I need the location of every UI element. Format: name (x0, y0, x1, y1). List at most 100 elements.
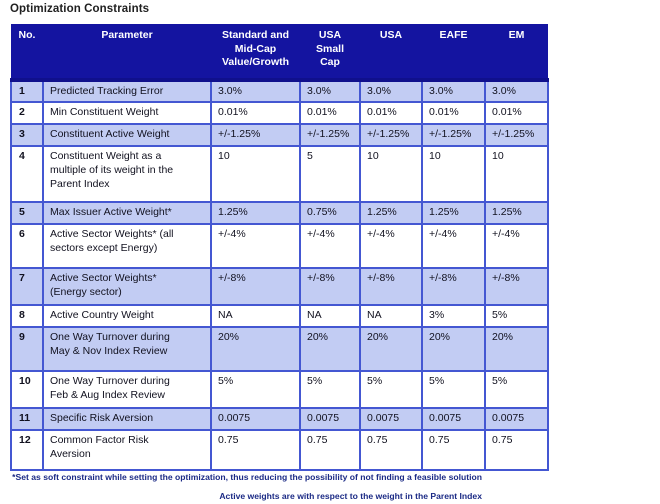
cell-parameter: Active Sector Weights* (all sectors exce… (42, 223, 212, 269)
cell-value: +/-8% (299, 267, 361, 306)
optimization-constraints-table: No. Parameter Standard and Mid-Cap Value… (10, 24, 549, 471)
table-row: 11 Specific Risk Aversion 0.0075 0.0075 0.00… (10, 407, 549, 431)
cell-no: 4 (10, 145, 44, 203)
cell-parameter: Min Constituent Weight (42, 101, 212, 125)
cell-parameter: Active Country Weight (42, 304, 212, 328)
table-row: 8 Active Country Weight NA NA NA 3% 5% (10, 304, 549, 328)
cell-value: 0.0075 (210, 407, 301, 431)
cell-value: NA (299, 304, 361, 328)
page-title: Optimization Constraints (10, 3, 150, 15)
cell-value: NA (210, 304, 301, 328)
cell-value: 5% (299, 370, 361, 409)
cell-value: 10 (359, 145, 423, 203)
cell-value: +/-8% (421, 267, 486, 306)
footnote-soft-constraint: *Set as soft constraint while setting th… (12, 472, 482, 482)
cell-value: 0.01% (421, 101, 486, 125)
cell-value: 20% (421, 326, 486, 372)
cell-value: +/-1.25% (210, 123, 301, 147)
cell-value: 0.75 (421, 429, 486, 471)
table-row: 4 Constituent Weight as a multiple of its… (10, 145, 549, 203)
cell-value: 5% (359, 370, 423, 409)
table-row: 12 Common Factor Risk Aversion 0.75 0.75 0.7… (10, 429, 549, 471)
cell-value: 10 (421, 145, 486, 203)
cell-no: 10 (10, 370, 44, 409)
cell-parameter: One Way Turnover during Feb & Aug Index … (42, 370, 212, 409)
cell-parameter: Predicted Tracking Error (42, 79, 212, 103)
table-row: 7 Active Sector Weights* (Energy sector) +… (10, 267, 549, 306)
table-row: 9 One Way Turnover during May & Nov Index… (10, 326, 549, 372)
cell-value: +/-4% (484, 223, 549, 269)
cell-value: +/-8% (359, 267, 423, 306)
cell-value: 0.01% (210, 101, 301, 125)
cell-no: 7 (10, 267, 44, 306)
cell-value: 0.75 (210, 429, 301, 471)
cell-no: 12 (10, 429, 44, 471)
col-header-no: No. (11, 24, 43, 82)
cell-value: 20% (210, 326, 301, 372)
cell-no: 3 (10, 123, 44, 147)
cell-value: +/-8% (484, 267, 549, 306)
cell-value: 1.25% (421, 201, 486, 225)
cell-value: +/-1.25% (359, 123, 423, 147)
cell-parameter: One Way Turnover during May & Nov Index … (42, 326, 212, 372)
cell-value: 0.75 (484, 429, 549, 471)
cell-value: 5% (210, 370, 301, 409)
cell-value: +/-4% (210, 223, 301, 269)
cell-value: 3.0% (210, 79, 301, 103)
col-header-standard-midcap: Standard and Mid-Cap Value/Growth (211, 24, 300, 82)
cell-parameter: Specific Risk Aversion (42, 407, 212, 431)
col-header-eafe: EAFE (422, 24, 485, 82)
table-row: 2 Min Constituent Weight 0.01% 0.01% 0.01% 0.… (10, 101, 549, 125)
cell-value: +/-4% (359, 223, 423, 269)
cell-value: 0.01% (359, 101, 423, 125)
cell-value: 5 (299, 145, 361, 203)
cell-value: 5% (484, 304, 549, 328)
header-row: No. Parameter Standard and Mid-Cap Value… (11, 24, 548, 82)
cell-no: 5 (10, 201, 44, 225)
cell-no: 6 (10, 223, 44, 269)
cell-value: 5% (421, 370, 486, 409)
table-header: No. Parameter Standard and Mid-Cap Value… (11, 24, 548, 82)
col-header-usa-small-cap: USA Small Cap (300, 24, 360, 82)
table-row: 1 Predicted Tracking Error 3.0% 3.0% 3.0% 3.0… (10, 79, 549, 103)
cell-value: 0.0075 (359, 407, 423, 431)
table-row: 10 One Way Turnover during Feb & Aug Inde… (10, 370, 549, 409)
cell-value: 20% (299, 326, 361, 372)
table-row: 5 Max Issuer Active Weight* 1.25% 0.75% 1.25… (10, 201, 549, 225)
cell-parameter: Max Issuer Active Weight* (42, 201, 212, 225)
table-body: 1 Predicted Tracking Error 3.0% 3.0% 3.0% 3.0… (10, 79, 549, 471)
cell-value: 20% (484, 326, 549, 372)
cell-value: 10 (210, 145, 301, 203)
cell-no: 2 (10, 101, 44, 125)
cell-value: NA (359, 304, 423, 328)
cell-value: 1.25% (484, 201, 549, 225)
cell-value: 3.0% (484, 79, 549, 103)
cell-value: 20% (359, 326, 423, 372)
cell-value: 0.0075 (299, 407, 361, 431)
cell-value: 3% (421, 304, 486, 328)
cell-no: 8 (10, 304, 44, 328)
cell-parameter: Constituent Weight as a multiple of its … (42, 145, 212, 203)
cell-value: 0.01% (484, 101, 549, 125)
cell-value: 3.0% (299, 79, 361, 103)
cell-value: +/-1.25% (421, 123, 486, 147)
table-row: 3 Constituent Active Weight +/-1.25% +/-1.2… (10, 123, 549, 147)
col-header-usa: USA (360, 24, 422, 82)
col-header-em: EM (485, 24, 548, 82)
footnote-active-weights: Active weights are with respect to the w… (219, 491, 482, 501)
cell-value: 0.0075 (484, 407, 549, 431)
cell-value: 0.75 (299, 429, 361, 471)
cell-value: 10 (484, 145, 549, 203)
cell-value: 0.01% (299, 101, 361, 125)
cell-no: 11 (10, 407, 44, 431)
cell-value: 1.25% (210, 201, 301, 225)
cell-no: 1 (10, 79, 44, 103)
cell-parameter: Common Factor Risk Aversion (42, 429, 212, 471)
footnotes: *Set as soft constraint while setting th… (10, 472, 482, 501)
cell-value: +/-8% (210, 267, 301, 306)
cell-no: 9 (10, 326, 44, 372)
cell-value: 3.0% (421, 79, 486, 103)
cell-value: 0.0075 (421, 407, 486, 431)
cell-value: +/-4% (421, 223, 486, 269)
